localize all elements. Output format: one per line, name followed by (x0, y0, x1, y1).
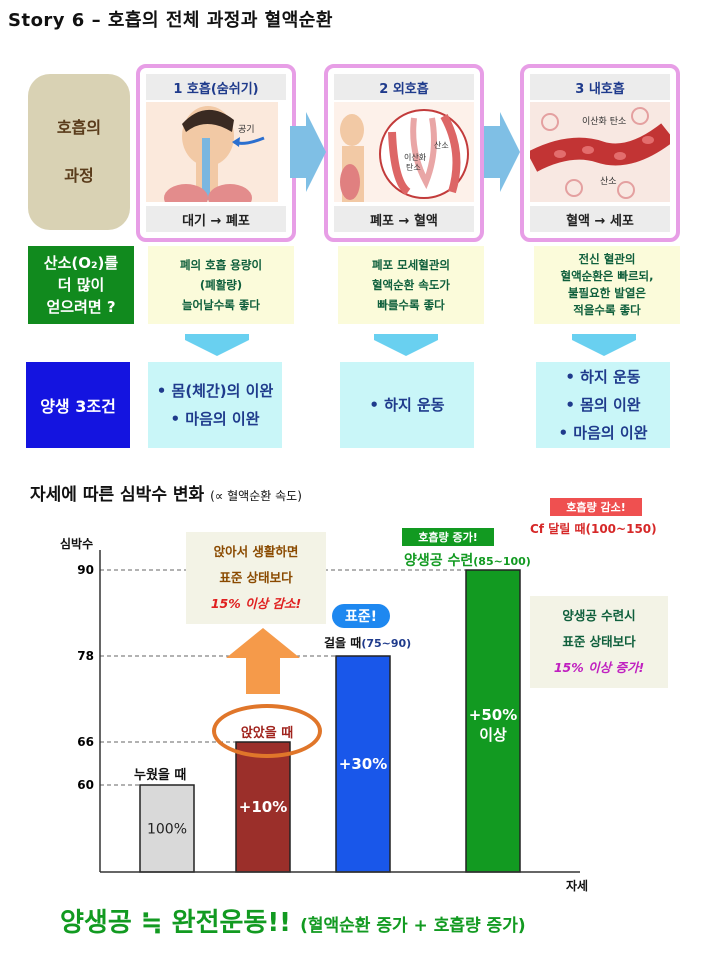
bottom-slogan-main: 양생공 ≒ 완전운동!! (60, 908, 292, 938)
movement-box-1: • 몸(체간)의 이완 • 마음의 이완 (148, 362, 282, 448)
walk-label: 걸을 때(75~90) (324, 634, 411, 651)
y-tick-label: 60 (77, 778, 94, 792)
panel-external-respiration: 2 외호흡 이산화 탄소 산소 폐포 → 혈액 (324, 64, 484, 242)
y-tick-label: 90 (77, 563, 94, 577)
sitting-highlight-ellipse: 앉았을 때 (212, 704, 322, 758)
bar (139, 784, 195, 873)
y-axis-label: 심박수 (60, 536, 93, 551)
bar (465, 569, 521, 873)
training-label-text: 양생공 수련 (404, 553, 474, 569)
training-label-range: (85~100) (473, 555, 531, 568)
training-note: 양생공 수련시 표준 상태보다 15% 이상 증가! (530, 596, 668, 688)
section-heart-rate-heading: 자세에 따른 심박수 변화 (30, 485, 205, 505)
condition-2-line: 빠를수록 좋다 (377, 298, 445, 312)
bar-value-label: +10% (239, 798, 287, 816)
condition-1-line: (폐활량) (199, 278, 243, 292)
breathing-illustration: 공기 (146, 102, 278, 202)
condition-3-line: 전신 혈관의 (578, 252, 636, 266)
standard-badge: 표준! (332, 604, 390, 628)
category-label-lying: 누웠을 때 (134, 768, 187, 783)
training-note-line: 15% 이상 증가! (553, 660, 645, 675)
arrow-down-icon (374, 334, 438, 356)
y-tick-label: 78 (77, 649, 94, 663)
movement-box-2: • 하지 운동 (340, 362, 474, 448)
breath-decrease-tag: 호흡량 감소! (550, 498, 642, 516)
panel-external-header: 2 외호흡 (334, 74, 474, 100)
condition-box-2: 폐포 모세혈관의 혈액순환 속도가 빠를수록 좋다 (338, 246, 484, 324)
section-heart-rate-title: 자세에 따른 심박수 변화 (∝ 혈액순환 속도) (30, 480, 302, 505)
process-label-line1: 호흡의 (56, 118, 102, 137)
sitting-note-line: 앉아서 생활하면 (213, 544, 299, 559)
alveoli-illustration: 이산화 탄소 산소 (334, 102, 474, 202)
panel-internal-respiration: 3 내호흡 이산화 탄소 산소 혈액 → 세포 (520, 64, 680, 242)
process-label-box: 호흡의 과정 (28, 74, 130, 230)
training-note-line: 표준 상태보다 (562, 634, 636, 649)
process-label-line2: 과정 (64, 166, 94, 185)
panel-internal-header: 3 내호흡 (530, 74, 670, 100)
cf-running-label: Cf 달릴 때(100~150) (530, 522, 657, 536)
bar-value-label-extra: 이상 (479, 726, 507, 744)
three-conditions-box: 양생 3조건 (26, 362, 130, 448)
panel-breathing-footer: 대기 → 폐포 (146, 206, 286, 232)
sitting-note-line: 15% 이상 감소! (210, 596, 302, 611)
sitting-note-line: 표준 상태보다 (219, 570, 293, 585)
bottom-slogan: 양생공 ≒ 완전운동!! (혈액순환 증가 + 호흡량 증가) (60, 902, 526, 939)
capillary-illustration: 이산화 탄소 산소 (530, 102, 670, 202)
chart-ticks: 60 66 78 90 (77, 563, 94, 792)
question-line1: 산소(O₂)를 (43, 254, 119, 272)
bar-value-label: +30% (339, 755, 387, 773)
panel-external-footer: 폐포 → 혈액 (334, 206, 474, 232)
chart-bars: 100% +10% +30% +50% 이상 (139, 569, 521, 873)
condition-3-line: 혈액순환은 빠르되, (560, 269, 654, 283)
section-heart-rate-note: (∝ 혈액순환 속도) (210, 489, 302, 503)
page-title: Story 6 – 호흡의 전체 과정과 혈액순환 (8, 10, 333, 31)
training-note-line: 양생공 수련시 (562, 608, 636, 623)
movement-2-line: • 하지 운동 (369, 396, 445, 414)
movement-3-line: • 몸의 이완 (565, 396, 641, 414)
bar-value-label: 100% (147, 822, 187, 838)
condition-3-line: 적을수록 좋다 (573, 303, 641, 317)
bar (235, 741, 291, 873)
arrow-right-icon (484, 112, 520, 192)
walk-label-range: (75~90) (361, 637, 412, 650)
x-axis-label: 자세 (566, 878, 588, 893)
breath-increase-tag: 호흡량 증가! (402, 528, 494, 546)
o2-label-3: 산소 (600, 176, 617, 187)
bottom-slogan-sub: (혈액순환 증가 + 호흡량 증가) (300, 916, 526, 936)
question-box: 산소(O₂)를 더 많이 얻으려면 ? (28, 246, 134, 324)
co2-label-b: 탄소 (406, 162, 421, 172)
co2-label-3: 이산화 탄소 (582, 116, 626, 127)
heart-rate-chart: 100% +10% +30% +50% 이상 60 66 78 90 심박수 자세 (60, 536, 588, 893)
movement-1-line: • 몸(체간)의 이완 (156, 382, 274, 400)
condition-2-line: 혈액순환 속도가 (371, 278, 451, 292)
sitting-note: 앉아서 생활하면 표준 상태보다 15% 이상 감소! (186, 532, 326, 624)
movement-3-line: • 하지 운동 (565, 368, 641, 386)
question-line2: 더 많이 (57, 276, 105, 294)
condition-2-line: 폐포 모세혈관의 (371, 258, 451, 272)
walk-label-text: 걸을 때 (324, 636, 362, 650)
category-label-sitting: 앉았을 때 (240, 725, 294, 741)
condition-1-line: 늘어날수록 좋다 (181, 298, 261, 312)
co2-label: 이산화 (404, 152, 427, 162)
bar-value-label: +50% (469, 706, 517, 724)
movement-3-line: • 마음의 이완 (558, 424, 648, 442)
movement-1-line: • 마음의 이완 (170, 410, 260, 428)
condition-box-1: 폐의 호흡 용량이 (폐활량) 늘어날수록 좋다 (148, 246, 294, 324)
condition-box-3: 전신 혈관의 혈액순환은 빠르되, 불필요한 발열은 적을수록 좋다 (534, 246, 680, 324)
condition-3-line: 불필요한 발열은 (567, 286, 647, 300)
question-line3: 얻으려면 ? (46, 298, 116, 316)
panel-breathing: 1 호흡(숨쉬기) 공기 대기 → 폐포 (136, 64, 296, 242)
training-label: 양생공 수련(85~100) (404, 550, 531, 570)
condition-1-line: 폐의 호흡 용량이 (179, 258, 263, 272)
movement-box-3: • 하지 운동 • 몸의 이완 • 마음의 이완 (536, 362, 670, 448)
air-label: 공기 (238, 124, 255, 135)
panel-breathing-header: 1 호흡(숨쉬기) (146, 74, 286, 100)
arrow-down-icon (185, 334, 249, 356)
o2-label: 산소 (434, 140, 449, 150)
panel-internal-footer: 혈액 → 세포 (530, 206, 670, 232)
arrow-right-icon (290, 112, 326, 192)
y-tick-label: 66 (77, 735, 94, 749)
arrow-up-icon (226, 628, 300, 694)
arrow-down-icon (572, 334, 636, 356)
